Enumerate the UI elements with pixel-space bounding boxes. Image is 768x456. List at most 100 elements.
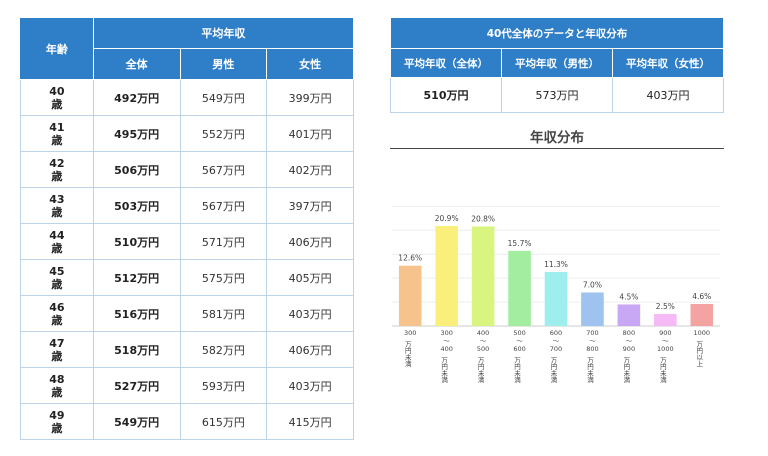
bar — [398, 265, 422, 326]
category-label: 400 — [477, 329, 489, 337]
income-all-cell: 506万円 — [92, 151, 181, 188]
income-female-cell: 403万円 — [266, 367, 354, 404]
age-cell: 40 歳 — [20, 79, 94, 116]
age-unit: 歳 — [51, 349, 63, 363]
bar-value-label: 20.8% — [471, 214, 495, 223]
summary-value-female: 403万円 — [612, 77, 724, 113]
category-label: 500 — [477, 345, 489, 353]
age-number: 48 — [49, 372, 65, 386]
category-label: 400 — [440, 345, 452, 353]
age-table-body: 40 歳 492万円 549万円 399万円 41 歳 495万円 552万円 401万円 42 歳 5… — [20, 79, 354, 440]
category-label: 300 — [404, 329, 416, 337]
category-label: 万円未満 — [549, 357, 557, 385]
income-all-cell: 527万円 — [92, 367, 181, 404]
income-male-cell: 575万円 — [179, 259, 268, 296]
category-label: 900 — [623, 345, 635, 353]
category-label: 800 — [586, 345, 598, 353]
age-cell: 42 歳 — [20, 151, 94, 188]
category-label: 万円未満 — [622, 357, 630, 385]
bar-value-label: 2.5% — [656, 302, 675, 311]
income-male-cell: 593万円 — [179, 367, 268, 404]
age-cell: 45 歳 — [20, 259, 94, 296]
income-female-cell: 402万円 — [266, 151, 354, 188]
age-number: 40 — [49, 84, 65, 98]
bar — [544, 271, 568, 326]
summary-header-male: 平均年収（男性） — [501, 48, 613, 78]
table-row: 46 歳 516万円 581万円 403万円 — [20, 295, 354, 332]
table-row: 42 歳 506万円 567万円 402万円 — [20, 151, 354, 188]
income-female-cell: 403万円 — [266, 295, 354, 332]
age-cell: 49 歳 — [20, 403, 94, 440]
bar — [471, 226, 495, 326]
income-female-cell: 406万円 — [266, 223, 354, 260]
summary-header-all: 平均年収（全体） — [390, 48, 502, 78]
age-cell: 43 歳 — [20, 187, 94, 224]
bar-value-label: 20.9% — [435, 214, 459, 223]
category-label: 800 — [623, 329, 635, 337]
bar — [435, 225, 458, 326]
table-row: 49 歳 549万円 615万円 415万円 — [20, 403, 354, 440]
income-male-cell: 571万円 — [179, 223, 268, 260]
age-number: 49 — [49, 408, 65, 422]
income-female-cell: 399万円 — [266, 79, 354, 116]
category-label: 1000 — [657, 345, 674, 353]
category-label: 〜 — [516, 337, 523, 345]
income-all-cell: 516万円 — [92, 295, 181, 332]
age-cell: 41 歳 — [20, 115, 94, 152]
category-label: 万円未満 — [403, 341, 411, 369]
table-row: 44 歳 510万円 571万円 406万円 — [20, 223, 354, 260]
bar — [654, 314, 677, 326]
age-unit: 歳 — [51, 241, 63, 255]
category-label: 〜 — [589, 337, 596, 345]
age-unit: 歳 — [51, 133, 63, 147]
category-label: 500 — [513, 329, 525, 337]
age-unit: 歳 — [51, 313, 63, 327]
category-label: 万円以上 — [695, 341, 703, 368]
category-label: 700 — [586, 329, 598, 337]
category-label: 万円未満 — [513, 357, 521, 385]
income-male-cell: 582万円 — [179, 331, 268, 368]
age-unit: 歳 — [51, 421, 63, 435]
income-all-cell: 518万円 — [92, 331, 181, 368]
age-number: 44 — [49, 228, 65, 242]
table-row: 47 歳 518万円 582万円 406万円 — [20, 331, 354, 368]
category-label: 〜 — [662, 337, 669, 345]
header-all: 全体 — [92, 48, 181, 80]
category-label: 900 — [659, 329, 671, 337]
age-unit: 歳 — [51, 385, 63, 399]
bar — [617, 304, 641, 326]
age-number: 47 — [49, 336, 65, 350]
age-unit: 歳 — [51, 97, 63, 111]
age-cell: 44 歳 — [20, 223, 94, 260]
summary-value-male: 573万円 — [501, 77, 613, 113]
header-average-income: 平均年収 — [92, 18, 355, 49]
age-number: 43 — [49, 192, 65, 206]
age-unit: 歳 — [51, 205, 63, 219]
age-number: 42 — [49, 156, 65, 170]
income-male-cell: 581万円 — [179, 295, 268, 332]
income-female-cell: 406万円 — [266, 331, 354, 368]
income-male-cell: 549万円 — [179, 79, 268, 116]
summary-table: 40代全体のデータと年収分布 平均年収（全体） 平均年収（男性） 平均年収（女性… — [390, 18, 724, 113]
category-label: 600 — [513, 345, 525, 353]
income-all-cell: 492万円 — [92, 79, 181, 116]
bar — [690, 303, 714, 326]
table-row: 41 歳 495万円 552万円 401万円 — [20, 115, 354, 152]
category-label: 〜 — [553, 337, 560, 345]
category-label: 〜 — [626, 337, 633, 345]
category-label: 万円未満 — [585, 357, 593, 385]
income-female-cell: 397万円 — [266, 187, 354, 224]
category-label: 1000 — [694, 329, 711, 337]
bar-value-label: 15.7% — [508, 239, 532, 248]
bar-value-label: 12.6% — [398, 254, 422, 263]
bar-value-label: 11.3% — [544, 260, 568, 269]
age-number: 41 — [49, 120, 65, 134]
age-unit: 歳 — [51, 277, 63, 291]
table-row: 40 歳 492万円 549万円 399万円 — [20, 79, 354, 116]
bar — [581, 292, 604, 326]
category-label: 600 — [550, 329, 562, 337]
summary-header-female: 平均年収（女性） — [612, 48, 724, 78]
income-male-cell: 615万円 — [179, 403, 268, 440]
income-all-cell: 512万円 — [92, 259, 181, 296]
header-female: 女性 — [266, 48, 354, 80]
